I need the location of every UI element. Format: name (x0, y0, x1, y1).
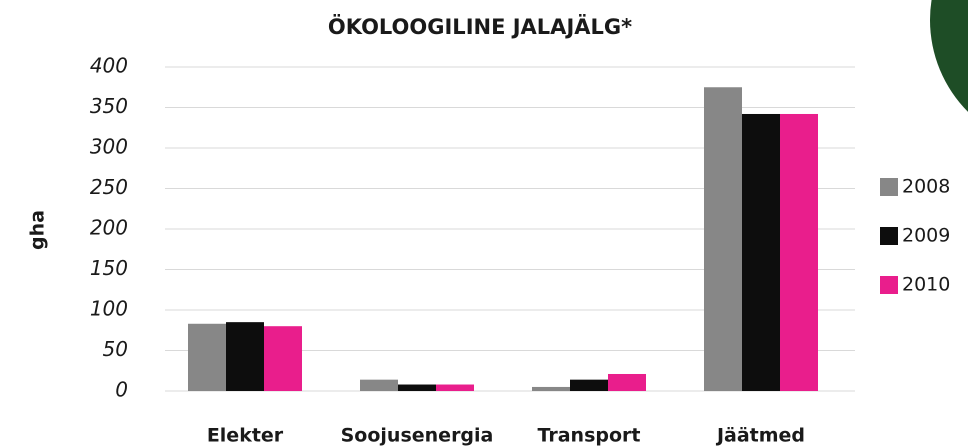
y-tick-label: 300 (90, 135, 128, 159)
bar (704, 87, 742, 391)
y-tick-label: 100 (90, 297, 128, 321)
decoration (930, 0, 968, 112)
y-axis-label: gha (27, 210, 49, 250)
chart-title: ÖKOLOOGILINE JALAJÄLG* (328, 14, 632, 39)
y-tick-label: 400 (90, 54, 128, 78)
bar (398, 384, 436, 391)
x-tick-label: Elekter (207, 425, 284, 447)
legend-label: 2008 (902, 176, 950, 198)
legend-label: 2009 (902, 225, 950, 247)
bar (264, 326, 302, 391)
x-tick-label: Jäätmed (715, 425, 805, 447)
bar (780, 113, 818, 391)
y-tick-label: 150 (90, 256, 128, 280)
bar (188, 323, 226, 391)
y-tick-label: 0 (115, 378, 128, 402)
legend-label: 2010 (902, 274, 950, 296)
y-tick-label: 350 (90, 94, 128, 118)
y-tick-label: 250 (90, 175, 128, 199)
x-tick-label: Transport (537, 425, 640, 447)
legend-swatch (880, 227, 898, 245)
bar (608, 373, 646, 391)
bar (436, 384, 474, 391)
y-tick-label: 200 (90, 216, 128, 240)
legend-swatch (880, 178, 898, 196)
bar (226, 322, 264, 391)
y-tick-label: 50 (103, 337, 128, 361)
bar (360, 379, 398, 391)
bar (742, 113, 780, 391)
x-tick-label: Soojusenergia (341, 425, 494, 447)
legend-swatch (880, 276, 898, 294)
bar (532, 386, 570, 391)
bar (570, 379, 608, 391)
